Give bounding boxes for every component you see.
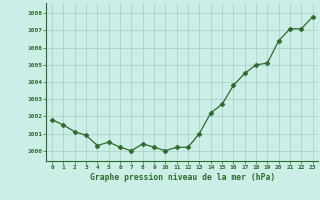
X-axis label: Graphe pression niveau de la mer (hPa): Graphe pression niveau de la mer (hPa) [90,173,275,182]
